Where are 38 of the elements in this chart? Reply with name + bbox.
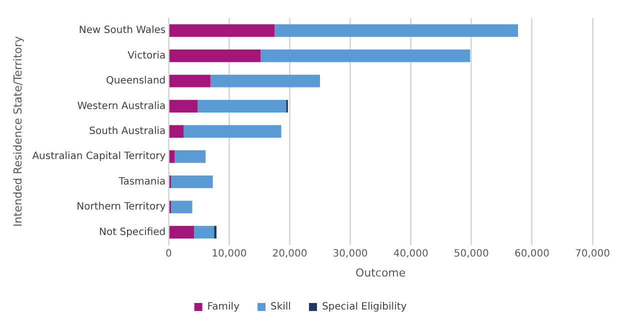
bar <box>169 226 194 238</box>
bar <box>169 50 261 62</box>
x-tick-label: 70,000 <box>575 248 610 260</box>
y-tick-label: New South Wales <box>78 25 166 36</box>
x-tick-label: 0 <box>165 248 172 260</box>
x-tick-label: 30,000 <box>332 248 368 260</box>
bar <box>169 74 210 88</box>
y-tick-label: Australian Capital Territory <box>32 151 166 162</box>
y-axis-title: Intended Residence State/Territory <box>11 36 24 227</box>
bar <box>184 125 282 138</box>
legend-label: Special Eligibility <box>322 302 407 313</box>
bar <box>210 74 320 88</box>
y-tick-label: Western Australia <box>77 100 166 112</box>
bar <box>169 125 184 138</box>
bar <box>194 226 214 238</box>
y-tick-label: Victoria <box>128 50 166 62</box>
y-tick-label: Northern Territory <box>76 202 166 213</box>
bar <box>260 50 470 62</box>
bar <box>169 100 198 112</box>
bar <box>174 150 206 163</box>
x-tick-label: 10,000 <box>212 248 247 260</box>
bar <box>171 200 192 214</box>
y-tick-label: South Australia <box>89 126 166 137</box>
y-tick-label: Queensland <box>106 76 166 87</box>
legend-label: Skill <box>270 302 291 313</box>
x-tick-label: 60,000 <box>514 248 550 260</box>
bar <box>169 150 175 163</box>
y-tick-label: Tasmania <box>118 176 166 188</box>
x-tick-label: 20,000 <box>272 248 308 260</box>
bar <box>171 176 213 188</box>
x-tick-label: 50,000 <box>454 248 489 260</box>
x-axis-title: Outcome <box>355 266 406 280</box>
bar <box>169 24 275 37</box>
bar <box>274 24 518 37</box>
bar <box>198 100 286 112</box>
legend-label: Family <box>207 302 240 313</box>
x-tick-label: 40,000 <box>393 248 428 260</box>
y-tick-label: Not Specified <box>99 226 166 238</box>
